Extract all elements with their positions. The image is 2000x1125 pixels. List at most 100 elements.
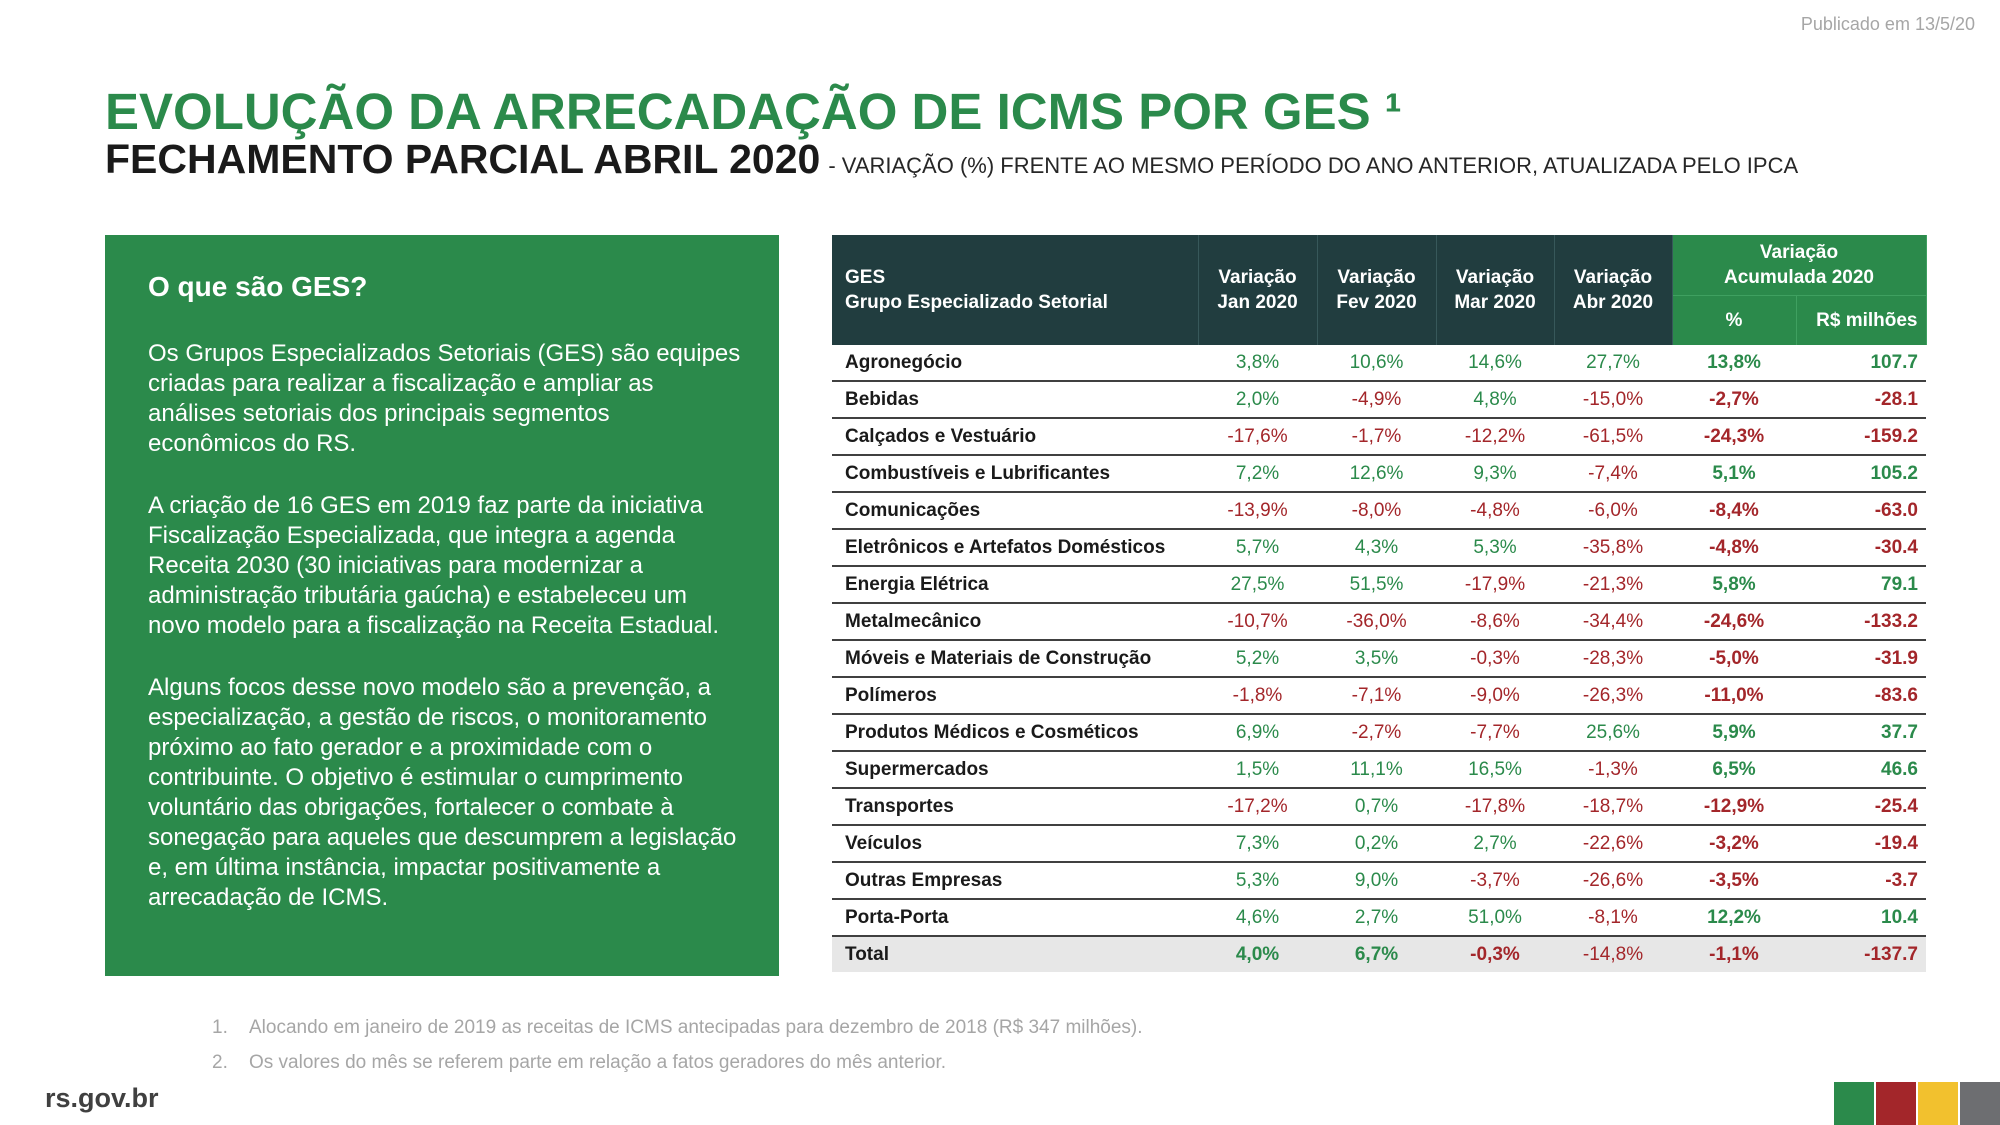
row-month-value: -17,6% — [1198, 418, 1317, 456]
row-month-value: -13,9% — [1198, 492, 1317, 530]
table-row: Veículos 7,3% 0,2% 2,7% -22,6% -3,2% -19.4 — [832, 825, 1926, 863]
table-row: Bebidas 2,0% -4,9% 4,8% -15,0% -2,7% -28.1 — [832, 381, 1926, 419]
panel-paragraph-3: Alguns focos desse novo modelo são a pre… — [148, 674, 737, 911]
row-acc-pct: 5,1% — [1672, 455, 1796, 493]
row-month-value: 16,5% — [1436, 751, 1554, 789]
table-row: Transportes -17,2% 0,7% -17,8% -18,7% -12,9% -… — [832, 788, 1926, 826]
row-acc-pct: -24,6% — [1672, 603, 1796, 641]
row-name: Supermercados — [832, 751, 1198, 789]
row-acc-pct: 13,8% — [1672, 345, 1796, 382]
row-month-value: -9,0% — [1436, 677, 1554, 715]
row-month-value: -35,8% — [1554, 529, 1672, 567]
page-title: EVOLUÇÃO DA ARRECADAÇÃO DE ICMS POR GES … — [105, 83, 1402, 140]
row-acc-pct: -3,5% — [1672, 862, 1796, 900]
row-acc-rs: 10.4 — [1796, 899, 1926, 937]
row-month-value: 27,5% — [1198, 566, 1317, 604]
footnotes: 1. Alocando em janeiro de 2019 as receita… — [212, 1017, 1143, 1087]
row-month-value: -1,7% — [1317, 418, 1436, 456]
table-row: Eletrônicos e Artefatos Domésticos 5,7% 4,… — [832, 529, 1926, 567]
row-acc-pct: -8,4% — [1672, 492, 1796, 530]
table-row: Calçados e Vestuário -17,6% -1,7% -12,2% -61… — [832, 418, 1926, 456]
header-accumulated: Variação Acumulada 2020 — [1672, 235, 1927, 295]
row-month-value: -0,3% — [1436, 935, 1554, 972]
row-month-value: -1,3% — [1554, 751, 1672, 789]
row-acc-pct: 5,8% — [1672, 566, 1796, 604]
row-month-value: 4,6% — [1198, 899, 1317, 937]
row-name: Transportes — [832, 788, 1198, 826]
row-month-value: -17,9% — [1436, 566, 1554, 604]
row-month-value: 7,2% — [1198, 455, 1317, 493]
row-name: Bebidas — [832, 381, 1198, 419]
row-acc-rs: -19.4 — [1796, 825, 1926, 863]
row-month-value: -6,0% — [1554, 492, 1672, 530]
row-acc-rs: -3.7 — [1796, 862, 1926, 900]
row-month-value: 2,7% — [1436, 825, 1554, 863]
row-month-value: 5,3% — [1436, 529, 1554, 567]
row-month-value: 25,6% — [1554, 714, 1672, 752]
row-name: Porta-Porta — [832, 899, 1198, 937]
row-month-value: -7,1% — [1317, 677, 1436, 715]
ges-info-panel: O que são GES? Os Grupos Especializados … — [105, 235, 779, 976]
table-row: Móveis e Materiais de Construção 5,2% 3,5%… — [832, 640, 1926, 678]
row-acc-rs: -25.4 — [1796, 788, 1926, 826]
row-month-value: -21,3% — [1554, 566, 1672, 604]
row-name: Agronegócio — [832, 345, 1198, 382]
row-month-value: 2,7% — [1317, 899, 1436, 937]
table-row: Polímeros -1,8% -7,1% -9,0% -26,3% -11,0% -83.… — [832, 677, 1926, 715]
row-acc-rs: 105.2 — [1796, 455, 1926, 493]
row-month-value: -8,0% — [1317, 492, 1436, 530]
row-month-value: -10,7% — [1198, 603, 1317, 641]
row-month-value: -18,7% — [1554, 788, 1672, 826]
row-month-value: 6,9% — [1198, 714, 1317, 752]
row-month-value: 11,1% — [1317, 751, 1436, 789]
row-acc-pct: -11,0% — [1672, 677, 1796, 715]
row-month-value: -7,4% — [1554, 455, 1672, 493]
header-abr: Variação Abr 2020 — [1554, 235, 1673, 345]
row-month-value: 51,0% — [1436, 899, 1554, 937]
row-month-value: 1,5% — [1198, 751, 1317, 789]
row-acc-rs: -28.1 — [1796, 381, 1926, 419]
table-row: Produtos Médicos e Cosméticos 6,9% -2,7% -7… — [832, 714, 1926, 752]
row-acc-pct: -5,0% — [1672, 640, 1796, 678]
row-month-value: -4,9% — [1317, 381, 1436, 419]
row-month-value: -12,2% — [1436, 418, 1554, 456]
row-month-value: -1,8% — [1198, 677, 1317, 715]
row-month-value: -34,4% — [1554, 603, 1672, 641]
row-acc-rs: -83.6 — [1796, 677, 1926, 715]
row-month-value: -15,0% — [1554, 381, 1672, 419]
row-name: Veículos — [832, 825, 1198, 863]
row-month-value: 3,8% — [1198, 345, 1317, 382]
row-acc-pct: 12,2% — [1672, 899, 1796, 937]
row-name: Polímeros — [832, 677, 1198, 715]
brand-bar-1 — [1834, 1082, 1874, 1125]
table-row: Metalmecânico -10,7% -36,0% -8,6% -34,4% -24,… — [832, 603, 1926, 641]
brand-bar-4 — [1960, 1082, 2000, 1125]
row-month-value: -28,3% — [1554, 640, 1672, 678]
row-acc-pct: -2,7% — [1672, 381, 1796, 419]
row-acc-pct: 6,5% — [1672, 751, 1796, 789]
row-month-value: 5,2% — [1198, 640, 1317, 678]
table-row: Porta-Porta 4,6% 2,7% 51,0% -8,1% 12,2% 10.4 — [832, 899, 1926, 937]
header-ges: GES Grupo Especializado Setorial — [832, 235, 1199, 345]
table-row: Energia Elétrica 27,5% 51,5% -17,9% -21,3% 5,… — [832, 566, 1926, 604]
row-name: Outras Empresas — [832, 862, 1198, 900]
subtitle-main: FECHAMENTO PARCIAL ABRIL 2020 — [105, 136, 821, 182]
row-month-value: -3,7% — [1436, 862, 1554, 900]
row-acc-pct: -3,2% — [1672, 825, 1796, 863]
row-month-value: -2,7% — [1317, 714, 1436, 752]
header-mar: Variação Mar 2020 — [1436, 235, 1555, 345]
brand-bar-3 — [1918, 1082, 1958, 1125]
ges-table-body: Agronegócio 3,8% 10,6% 14,6% 27,7% 13,8% 107.7… — [832, 345, 1926, 972]
row-name: Calçados e Vestuário — [832, 418, 1198, 456]
row-month-value: 4,0% — [1198, 935, 1317, 972]
row-month-value: 2,0% — [1198, 381, 1317, 419]
row-acc-rs: 37.7 — [1796, 714, 1926, 752]
row-month-value: 6,7% — [1317, 935, 1436, 972]
footnote-2: 2. Os valores do mês se referem parte em … — [212, 1052, 946, 1073]
row-month-value: 9,3% — [1436, 455, 1554, 493]
footnote-1: 1. Alocando em janeiro de 2019 as receita… — [212, 1017, 1143, 1038]
row-acc-rs: 107.7 — [1796, 345, 1926, 382]
row-acc-rs: -63.0 — [1796, 492, 1926, 530]
row-acc-rs: -30.4 — [1796, 529, 1926, 567]
row-month-value: 3,5% — [1317, 640, 1436, 678]
